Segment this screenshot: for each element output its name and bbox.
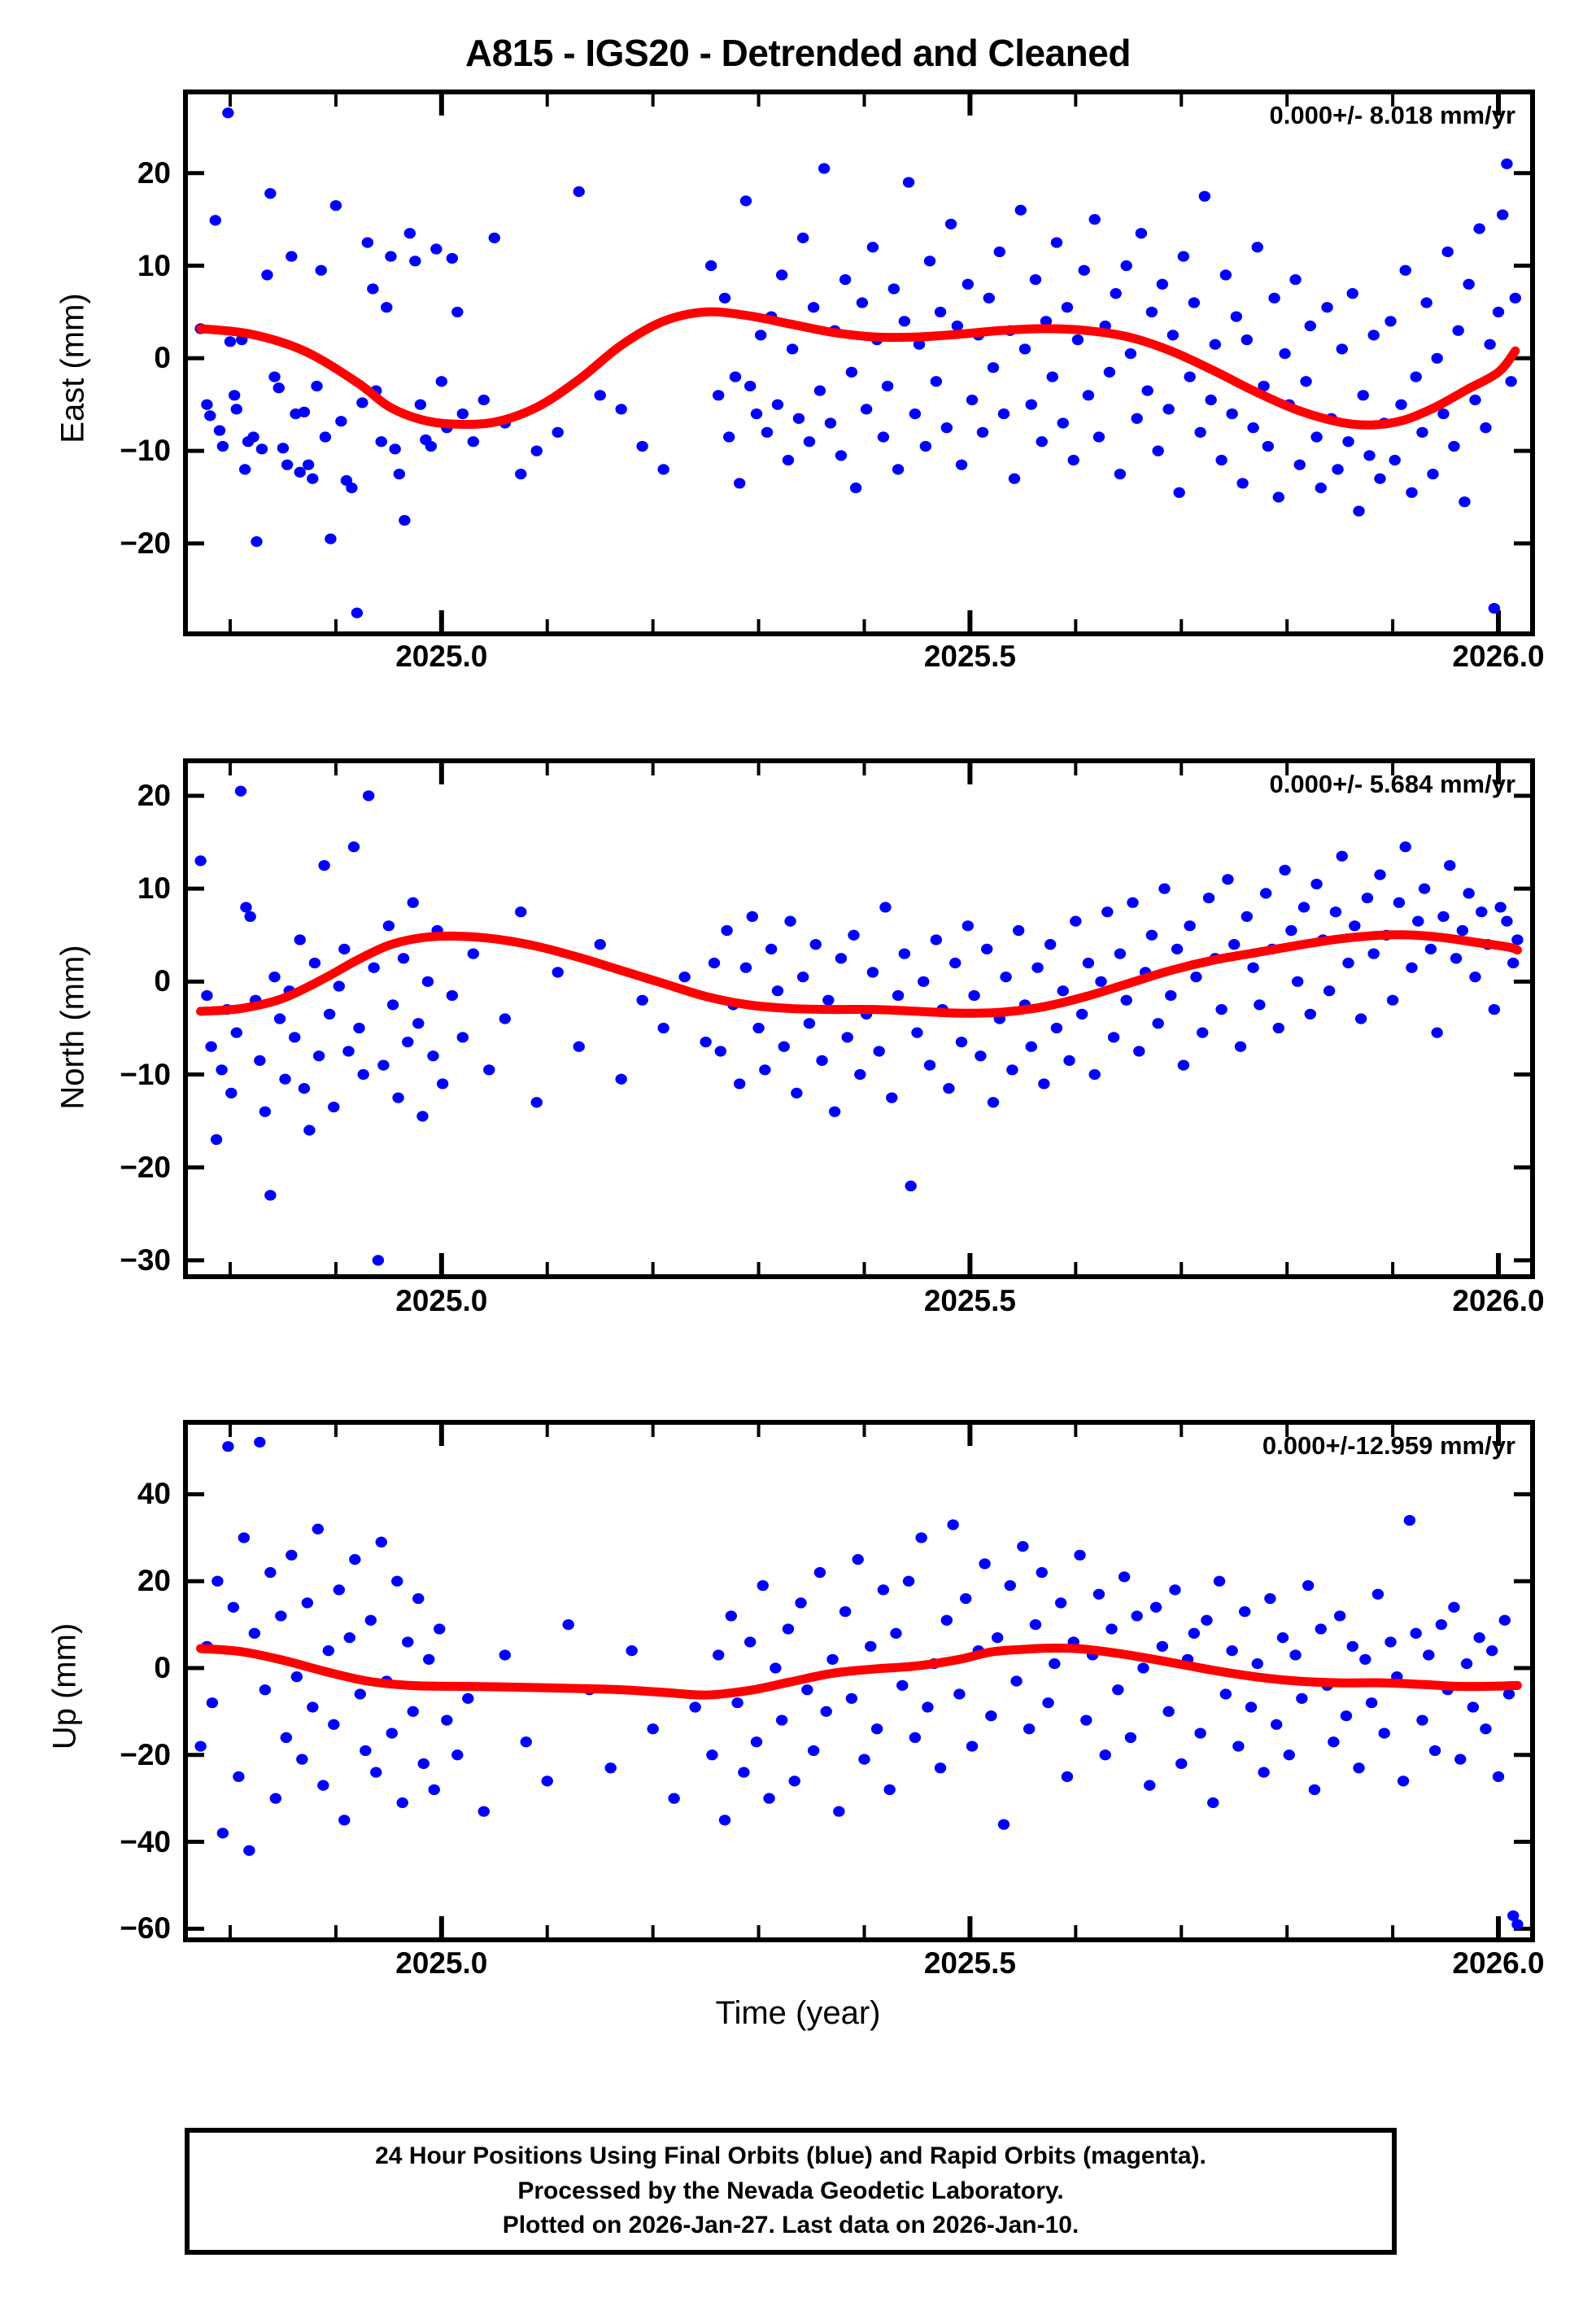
x-tick-label: 2025.0 bbox=[395, 640, 488, 673]
y-tick-label: 0 bbox=[154, 341, 171, 375]
y-tick-label: 40 bbox=[137, 1477, 171, 1511]
plot-svg-east bbox=[188, 94, 1530, 631]
plot-area-up bbox=[188, 1425, 1530, 1937]
panel-up: 0.000+/-12.959 mm/yr bbox=[183, 1420, 1535, 1942]
y-tick-label: −10 bbox=[120, 434, 171, 468]
y-tick-label: −40 bbox=[120, 1824, 171, 1858]
x-tick-label: 2026.0 bbox=[1452, 640, 1545, 673]
y-axis-title-east: East (mm) bbox=[55, 293, 91, 443]
plot-svg-up bbox=[188, 1425, 1530, 1937]
x-tick-label: 2025.0 bbox=[395, 1284, 488, 1317]
rate-annotation-up: 0.000+/-12.959 mm/yr bbox=[1262, 1431, 1515, 1460]
x-tick-label: 2025.5 bbox=[923, 1946, 1016, 1980]
x-axis-title: Time (year) bbox=[715, 1995, 881, 2031]
panel-north: 0.000+/- 5.684 mm/yr bbox=[183, 758, 1535, 1279]
footer-line-3: Plotted on 2026-Jan-27. Last data on 202… bbox=[502, 2212, 1079, 2239]
x-tick-labels-up: 2025.0 2025.5 2026.0 bbox=[183, 1946, 1544, 1992]
y-tick-label: −20 bbox=[120, 526, 171, 560]
y-axis-title-up: Up (mm) bbox=[46, 1622, 83, 1750]
panel-east: 0.000+/- 8.018 mm/yr bbox=[183, 90, 1535, 636]
footer-line-1: 24 Hour Positions Using Final Orbits (bl… bbox=[375, 2142, 1206, 2170]
y-tick-label: −60 bbox=[120, 1911, 171, 1946]
rate-annotation-east: 0.000+/- 8.018 mm/yr bbox=[1269, 101, 1515, 129]
y-tick-label: 0 bbox=[154, 964, 171, 998]
rate-annotation-north: 0.000+/- 5.684 mm/yr bbox=[1269, 770, 1515, 798]
plot-area-north bbox=[188, 763, 1530, 1274]
page-title: A815 - IGS20 - Detrended and Cleaned bbox=[465, 32, 1131, 74]
y-tick-labels-up: 40 20 0 −20 −40 −60 bbox=[16, 1420, 171, 1945]
y-tick-label: 10 bbox=[137, 871, 171, 906]
x-tick-label: 2025.5 bbox=[923, 1284, 1016, 1317]
y-tick-label: 20 bbox=[137, 778, 171, 812]
footer-line-2: Processed by the Nevada Geodetic Laborat… bbox=[517, 2177, 1064, 2204]
x-tick-label: 2025.5 bbox=[923, 640, 1016, 673]
y-tick-labels-north: 20 10 0 −10 −20 −30 bbox=[16, 758, 171, 1279]
y-tick-label: 20 bbox=[137, 155, 171, 190]
y-tick-labels-east: 20 10 0 −10 −20 bbox=[16, 90, 171, 636]
footer-box: 24 Hour Positions Using Final Orbits (bl… bbox=[185, 2128, 1397, 2255]
plot-svg-north bbox=[188, 763, 1530, 1274]
x-tick-labels-north: 2025.0 2025.5 2026.0 bbox=[183, 1284, 1544, 1330]
x-tick-labels-east: 2025.0 2025.5 2026.0 bbox=[183, 640, 1544, 685]
x-tick-label: 2026.0 bbox=[1452, 1946, 1545, 1980]
y-tick-label: −10 bbox=[120, 1057, 171, 1091]
y-tick-label: −20 bbox=[120, 1737, 171, 1771]
y-tick-label: 10 bbox=[137, 248, 171, 282]
y-tick-label: 20 bbox=[137, 1564, 171, 1598]
x-tick-label: 2025.0 bbox=[395, 1946, 488, 1980]
y-axis-title-north: North (mm) bbox=[55, 945, 91, 1110]
x-tick-label: 2026.0 bbox=[1452, 1284, 1545, 1317]
y-tick-label: −20 bbox=[120, 1150, 171, 1184]
y-tick-label: −30 bbox=[120, 1243, 171, 1277]
plot-area-east bbox=[188, 94, 1530, 631]
y-tick-label: 0 bbox=[154, 1650, 171, 1684]
